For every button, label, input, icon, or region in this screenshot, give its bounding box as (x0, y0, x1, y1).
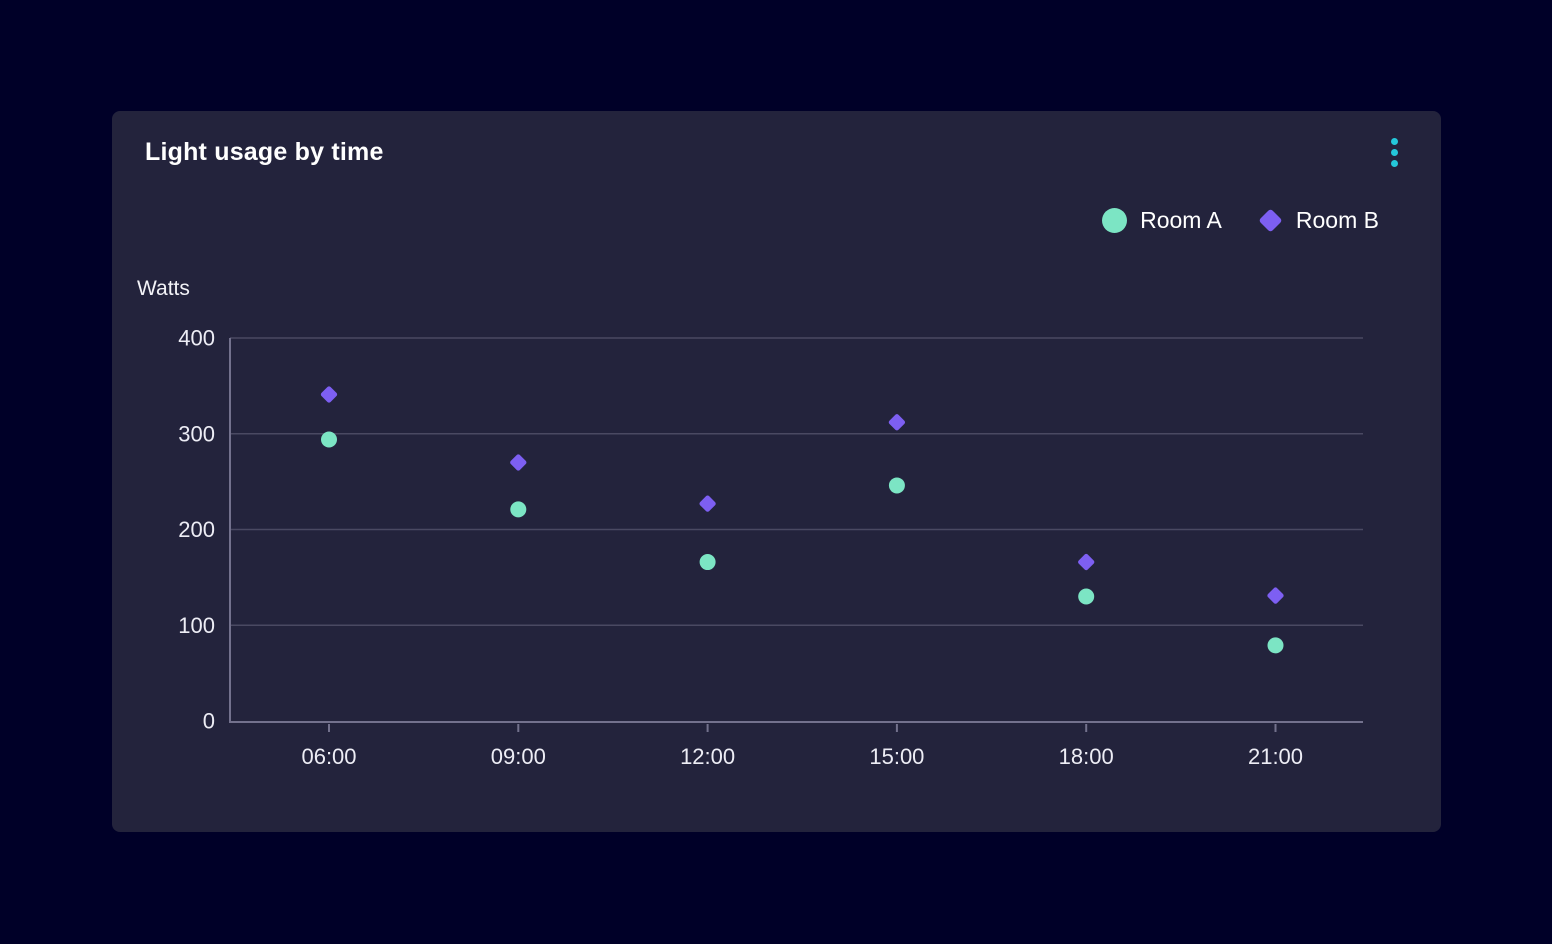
data-point-room-a[interactable] (1078, 588, 1095, 605)
y-tick-label: 300 (178, 421, 215, 446)
data-point-room-b[interactable] (1077, 553, 1095, 571)
data-point-room-b[interactable] (1266, 587, 1284, 605)
x-tick-label: 21:00 (1248, 744, 1303, 769)
data-point-room-a[interactable] (1267, 637, 1284, 654)
data-point-room-a[interactable] (321, 431, 337, 448)
data-point-room-b[interactable] (888, 413, 906, 431)
kebab-dot (1391, 149, 1398, 156)
data-point-room-a[interactable] (510, 501, 527, 518)
y-axis-label: Watts (137, 277, 190, 300)
chart-card: Light usage by time Room A Room B Watts … (112, 111, 1441, 832)
legend-item-room-a[interactable]: Room A (1102, 207, 1222, 234)
data-point-room-a[interactable] (699, 554, 716, 571)
x-tick-label: 09:00 (491, 744, 546, 769)
kebab-dot (1391, 160, 1398, 167)
x-tick-label: 06:00 (301, 744, 356, 769)
y-tick-label: 100 (178, 613, 215, 638)
y-tick-label: 0 (203, 709, 215, 734)
kebab-dot (1391, 138, 1398, 145)
legend-label-room-b: Room B (1295, 207, 1379, 233)
chart-title: Light usage by time (145, 138, 384, 166)
legend: Room A Room B (1102, 207, 1379, 234)
data-point-room-a[interactable] (888, 477, 905, 494)
circle-marker-icon (1102, 208, 1128, 233)
data-point-room-b[interactable] (699, 495, 717, 513)
legend-item-room-b[interactable]: Room B (1258, 207, 1379, 234)
legend-label-room-a: Room A (1140, 207, 1222, 233)
y-tick-label: 200 (178, 517, 215, 542)
data-point-room-b[interactable] (509, 453, 527, 471)
x-tick-label: 15:00 (869, 744, 924, 769)
x-tick-label: 12:00 (680, 744, 735, 769)
x-tick-label: 18:00 (1059, 744, 1114, 769)
data-point-room-b[interactable] (320, 385, 338, 403)
y-tick-label: 400 (178, 326, 215, 351)
scatter-plot-canvas: 0 100 200 300 400 06:00 09:00 12:00 15:00 18:00 21… (178, 326, 1363, 769)
kebab-menu-icon[interactable] (1389, 136, 1400, 169)
